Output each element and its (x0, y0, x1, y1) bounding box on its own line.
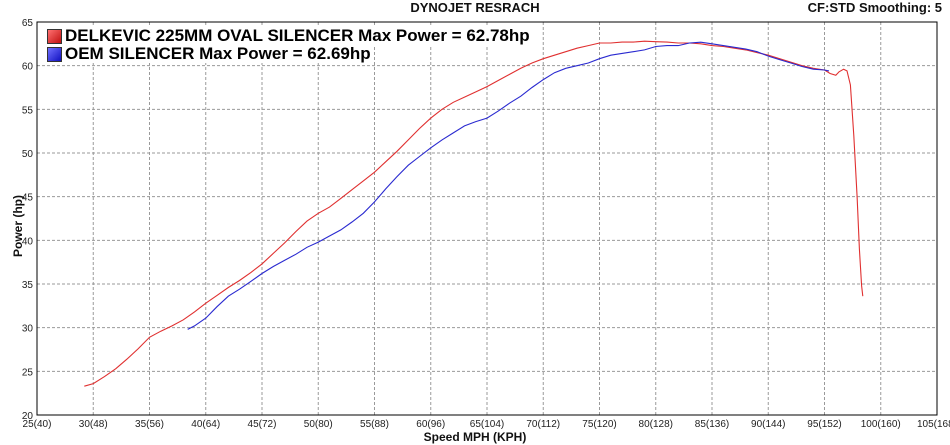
x-tick-label: 50(80) (304, 419, 333, 430)
x-tick-label: 35(56) (135, 419, 164, 430)
legend-label-delkevic: DELKEVIC 225MM OVAL SILENCER Max Power =… (65, 26, 530, 45)
series-line-0 (84, 40, 864, 387)
x-tick-label: 30(48) (79, 419, 108, 430)
series-lines (84, 40, 864, 387)
y-tick-label: 55 (22, 105, 34, 116)
y-tick-label: 30 (22, 324, 34, 335)
y-tick-label: 65 (22, 18, 34, 29)
y-tick-labels: 20 25 30 35 40 45 50 55 60 65 (22, 18, 34, 422)
legend-swatch-red (47, 28, 62, 44)
y-tick-label: 25 (22, 367, 34, 378)
y-axis-title: Power (hp) (11, 195, 25, 257)
x-tick-label: 60(96) (416, 419, 445, 430)
x-tick-label: 75(120) (582, 419, 616, 430)
x-tick-label: 25(40) (23, 419, 52, 430)
legend-item-oem: OEM SILENCER Max Power = 62.69hp (47, 45, 373, 63)
legend-label-oem: OEM SILENCER Max Power = 62.69hp (65, 44, 371, 63)
x-tick-label: 105(168) (917, 419, 950, 430)
x-tick-label: 40(64) (191, 419, 220, 430)
x-tick-label: 80(128) (639, 419, 673, 430)
x-tick-label: 70(112) (526, 419, 560, 430)
y-tick-label: 45 (22, 193, 34, 204)
y-tick-label: 35 (22, 280, 34, 291)
correction-smoothing-label: CF:STD Smoothing: 5 (807, 0, 942, 15)
x-tick-labels: 25(40) 30(48) 35(56) 40(64) 45(72) 50(80) 55(8… (23, 419, 950, 430)
chart-title: DYNOJET RESRACH (410, 0, 540, 15)
plot-frame (36, 21, 938, 416)
x-tick-label: 55(88) (360, 419, 389, 430)
y-tick-label: 40 (22, 236, 34, 247)
x-tick-label: 85(136) (695, 419, 729, 430)
x-tick-label: 90(144) (751, 419, 785, 430)
x-axis-title: Speed MPH (KPH) (423, 430, 527, 444)
x-tick-label: 65(104) (470, 419, 504, 430)
x-tick-label: 100(160) (861, 419, 901, 430)
series-line-1 (187, 41, 830, 330)
y-tick-label: 20 (22, 411, 34, 422)
y-tick-label: 60 (22, 62, 34, 73)
x-tick-label: 95(152) (807, 419, 841, 430)
y-tick-label: 50 (22, 149, 34, 160)
legend-swatch-blue (47, 46, 62, 62)
grid (36, 21, 938, 416)
legend-item-delkevic: DELKEVIC 225MM OVAL SILENCER Max Power =… (47, 27, 532, 45)
x-tick-label: 45(72) (248, 419, 277, 430)
